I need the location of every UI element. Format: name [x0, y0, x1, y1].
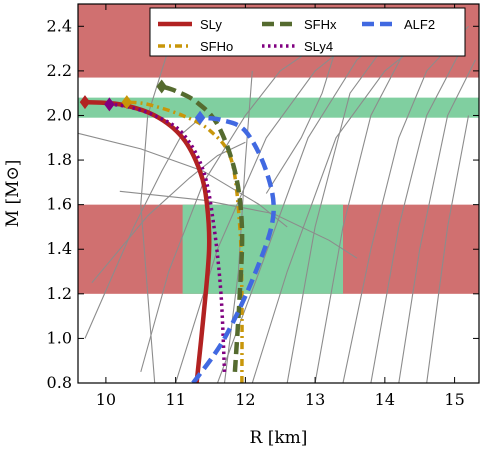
background-curve-12 — [398, 59, 476, 383]
max-mass-marker-alf2 — [194, 110, 206, 125]
plot-frame — [77, 3, 480, 384]
y-tick-label: 2.2 — [47, 61, 72, 80]
legend-box — [149, 7, 466, 57]
series-line-sfhx — [161, 84, 245, 373]
max-mass-marker-sly4 — [104, 97, 115, 112]
series-line-sly — [84, 99, 212, 383]
y-tick-label: 1.0 — [47, 328, 72, 347]
x-axis-title: R [km] — [250, 428, 308, 448]
legend-label-sly4: SLy4 — [304, 39, 333, 54]
background-curve-15 — [223, 70, 253, 383]
background-curve-4 — [140, 36, 330, 373]
y-tick-label: 1.8 — [47, 150, 72, 169]
band-green-1 — [78, 97, 479, 118]
series-lines — [84, 84, 276, 383]
legend: SLy SFHo SFHx SLy4 ALF2 — [149, 7, 466, 57]
background-curve-9 — [314, 48, 407, 383]
background-curve-2 — [78, 132, 288, 228]
x-tick-label: 14 — [375, 390, 395, 409]
legend-label-sfhx: SFHx — [304, 17, 337, 32]
x-tick-label: 10 — [96, 390, 116, 409]
background-curve-16 — [140, 48, 170, 383]
legend-label-sfho: SFHo — [200, 39, 233, 54]
max-mass-markers — [79, 79, 206, 125]
y-tick-label: 1.4 — [47, 239, 72, 258]
background-curve-13 — [426, 115, 470, 383]
y-tick-label: 2.0 — [47, 105, 72, 124]
y-tick-label: 0.8 — [47, 373, 72, 392]
x-tick-label: 11 — [165, 390, 185, 409]
background-curve-11 — [370, 48, 463, 383]
y-axis-title: M [M⊙] — [3, 160, 23, 228]
axis-ticks: 10 11 12 13 14 15 0.8 1.0 1.2 1.4 1.6 1.8 2.0 2.2 2.4 — [47, 4, 479, 409]
y-tick-label: 2.4 — [47, 16, 72, 35]
series-line-alf2 — [191, 115, 276, 383]
max-mass-marker-sly — [79, 95, 91, 110]
max-mass-marker-sfhx — [156, 79, 167, 94]
x-tick-label: 15 — [444, 390, 464, 409]
background-curve-0 — [84, 115, 204, 339]
x-tick-label: 13 — [305, 390, 325, 409]
background-curve-8 — [286, 25, 400, 383]
y-tick-label: 1.6 — [47, 195, 72, 214]
y-tick-label: 1.2 — [47, 284, 72, 303]
x-tick-label: 12 — [235, 390, 255, 409]
max-mass-marker-sfho — [121, 95, 133, 110]
legend-label-alf2: ALF2 — [404, 17, 435, 32]
legend-label-sly: SLy — [200, 17, 222, 32]
series-line-sly4 — [109, 102, 227, 372]
